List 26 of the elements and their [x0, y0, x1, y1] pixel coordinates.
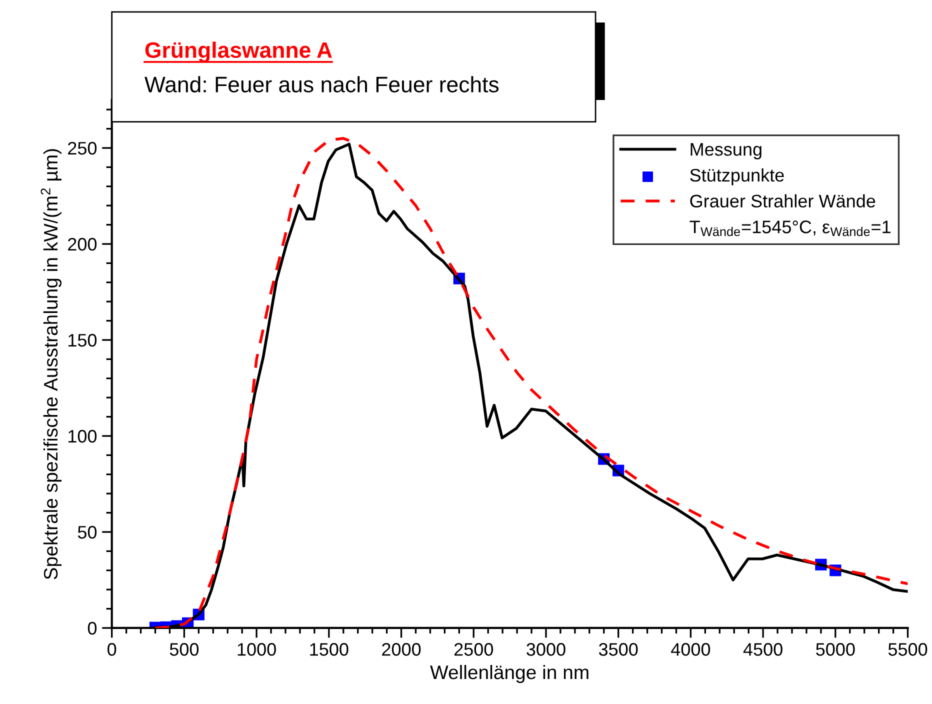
x-tick-label: 3500 — [598, 643, 638, 656]
x-tick-label: 3000 — [526, 643, 566, 656]
x-axis-title: Wellenlänge in nm — [430, 664, 588, 684]
legend-label: Grauer Strahler Wände — [690, 194, 876, 208]
annotation: T$_{Wände}$=1545°C, ε$_{Wände}$=1 — [690, 220, 890, 236]
legend-label: Messung — [690, 143, 762, 160]
y-tick-label: 200 — [68, 238, 97, 251]
x-tick-label: 0 — [108, 643, 116, 656]
y-tick-label: 0 — [88, 622, 97, 635]
x-tick-label: 2000 — [382, 643, 421, 656]
x-tick-label: 500 — [170, 643, 199, 656]
y-tick-label: 250 — [68, 142, 97, 155]
x-tick-label: 2500 — [454, 643, 494, 656]
chart-subtitle: Wand: Feuer aus nach Feuer rechts — [144, 76, 499, 92]
x-tick-label: 5500 — [888, 643, 928, 656]
x-tick-label: 4500 — [743, 643, 782, 656]
legend-label: Stützpunkte — [690, 168, 784, 186]
x-tick-label: 5000 — [816, 643, 855, 656]
y-axis-title: Spektrale spezifische Ausstrahlung in kW/(m$^{2}$ µm) — [40, 149, 62, 580]
x-tick-label: 1000 — [238, 643, 276, 656]
y-tick-label: 100 — [68, 430, 97, 443]
x-tick-label: 1500 — [310, 643, 348, 656]
chart-title: Grünglaswanne A — [145, 42, 332, 62]
x-tick-label: 4000 — [671, 643, 710, 656]
y-tick-label: 50 — [78, 526, 97, 539]
y-tick-label: 150 — [68, 334, 97, 347]
